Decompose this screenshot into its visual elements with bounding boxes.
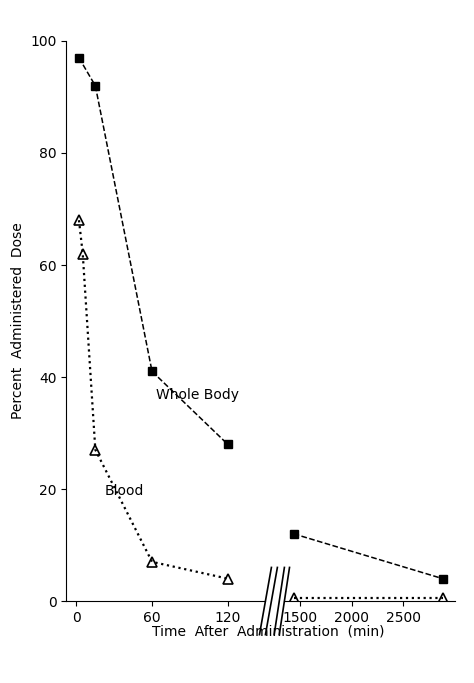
Text: Whole Body: Whole Body: [156, 389, 239, 402]
Text: Time  After  Administration  (min): Time After Administration (min): [152, 624, 384, 638]
Text: Blood: Blood: [104, 484, 144, 498]
Y-axis label: Percent  Administered  Dose: Percent Administered Dose: [11, 223, 25, 419]
